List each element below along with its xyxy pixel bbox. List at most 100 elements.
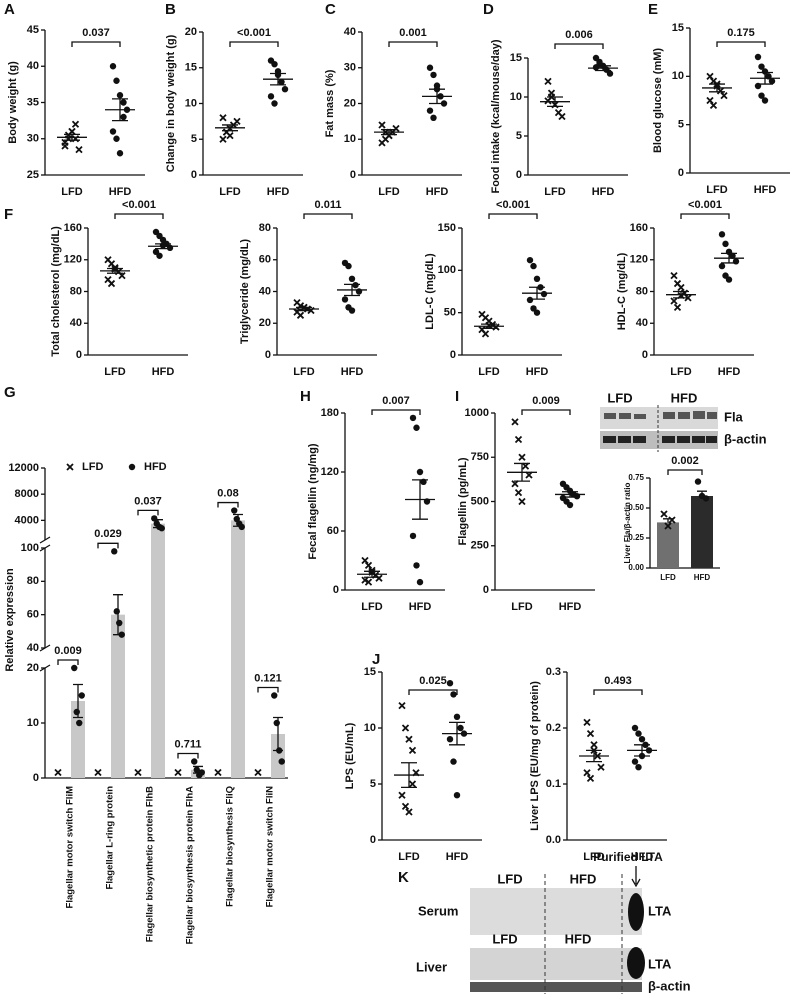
sem-bar	[529, 286, 545, 300]
p-value: 0.711	[175, 738, 202, 750]
p-value: 0.009	[532, 395, 560, 407]
x-tick-label: HFD	[109, 186, 132, 198]
x-tick-label: LFD	[219, 186, 240, 198]
data-point	[226, 132, 234, 140]
data-point	[296, 311, 305, 319]
p-bracket	[667, 469, 703, 475]
p-value: 0.002	[671, 455, 699, 467]
data-point	[492, 323, 500, 331]
data-point	[78, 692, 85, 699]
sem-bar	[709, 83, 725, 93]
sem-bar	[222, 124, 238, 132]
data-point	[533, 275, 541, 282]
sem-bar	[296, 306, 312, 312]
x-tick-label: HFD	[631, 851, 654, 863]
data-point	[596, 61, 603, 68]
x-tick-label: LFD	[61, 186, 82, 198]
y-tick-label: 120	[64, 254, 82, 266]
data-point	[430, 71, 437, 79]
data-point	[514, 489, 523, 497]
y-axis-label: Fecal flagellin (ng/mg)	[307, 443, 319, 559]
data-point	[219, 135, 227, 143]
blot-band	[627, 947, 645, 979]
panel-letter: J	[372, 651, 380, 668]
data-point	[521, 462, 530, 470]
x-tick-label: HFD	[559, 601, 582, 613]
legend-label: HFD	[144, 461, 167, 473]
blot-bands	[603, 436, 717, 443]
data-point	[446, 736, 454, 743]
data-point	[219, 114, 227, 122]
y-tick-label: 60	[327, 525, 339, 537]
data-point	[368, 566, 376, 574]
row-label: β-actin	[724, 431, 767, 446]
y-tick-label: 10	[510, 91, 522, 103]
data-point	[364, 561, 373, 570]
data-point	[446, 680, 454, 687]
p-value: <0.001	[496, 199, 530, 211]
data-point	[416, 468, 424, 476]
data-point	[530, 262, 537, 270]
bar	[657, 522, 679, 568]
data-point	[635, 730, 642, 737]
sem-bar	[155, 243, 171, 250]
x-tick-label: LFD	[478, 366, 499, 378]
blot-title: Serum	[418, 903, 458, 918]
data-point	[68, 127, 76, 136]
data-point	[231, 507, 238, 514]
lane-label: LFD	[607, 390, 632, 405]
data-point	[409, 414, 417, 422]
y-tick-label: 0	[191, 169, 197, 181]
data-point	[416, 578, 424, 586]
data-point	[718, 231, 726, 238]
data-point	[768, 77, 776, 85]
blot-i: LFD HFD Fla β-actin	[600, 390, 767, 452]
data-point	[631, 758, 639, 765]
data-point	[116, 150, 124, 157]
sem-bar	[514, 462, 530, 482]
y-axis-label: LDL-C (mg/dL)	[424, 253, 436, 330]
lane-label: HFD	[671, 390, 698, 405]
p-value: 0.493	[604, 675, 632, 687]
lane-label: HFD	[565, 931, 592, 946]
y-tick-label: 30	[27, 133, 39, 145]
data-point	[271, 692, 278, 699]
y-axis-label: HDL-C (mg/dL)	[616, 252, 628, 330]
x-tick-label: HFD	[526, 366, 549, 378]
y-axis-label: Triglyceride (mg/dL)	[239, 239, 251, 344]
sem-bar	[586, 749, 602, 763]
y-tick-label: 5	[370, 778, 376, 790]
y-tick-label: 0	[350, 169, 356, 181]
y-tick-label: 250	[471, 540, 489, 552]
data-point	[408, 746, 417, 755]
sem-bar	[107, 267, 123, 274]
data-point	[75, 145, 83, 154]
p-bracket	[488, 213, 538, 219]
x-tick-label: HFD	[409, 601, 432, 613]
x-tick-label: LFD	[660, 573, 676, 582]
y-tick-label: 160	[630, 222, 648, 234]
data-point	[426, 107, 434, 114]
data-point	[71, 120, 80, 128]
data-point	[281, 86, 289, 93]
data-point	[518, 497, 526, 506]
p-bracket	[593, 689, 643, 695]
data-point	[558, 112, 566, 121]
sem-bar	[547, 96, 563, 108]
blot-band	[628, 893, 644, 931]
data-point	[544, 77, 552, 86]
y-tick-label: 8000	[15, 488, 39, 500]
data-point	[426, 64, 434, 71]
p-bracket	[137, 509, 159, 516]
y-tick-label: 15	[510, 52, 522, 64]
p-bracket	[303, 213, 353, 219]
data-point	[660, 510, 668, 518]
data-point	[525, 471, 533, 479]
p-value: 0.011	[315, 199, 342, 211]
sem-bar	[449, 721, 465, 746]
x-tick-label: LFD	[511, 601, 532, 613]
data-point	[238, 523, 245, 531]
data-point	[345, 262, 352, 270]
y-tick-label: 120	[321, 466, 339, 478]
x-tick-label: HFD	[694, 573, 711, 582]
